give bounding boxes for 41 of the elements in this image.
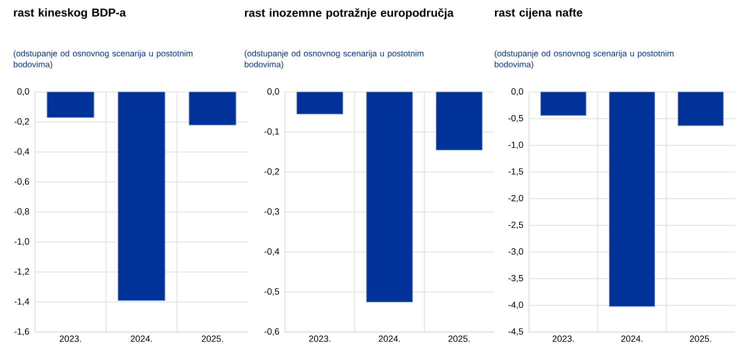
chart-subtitle: (odstupanje od osnovnog scenarija u postotnim bodovima): [14, 50, 192, 70]
y-tick-label: -2,5: [508, 222, 524, 230]
y-tick-label: -1,0: [14, 238, 30, 246]
y-tick-label: 0,0: [511, 88, 524, 96]
x-tick-label: 2023.: [309, 336, 330, 342]
y-tick-label: -0,1: [264, 128, 280, 136]
x-tick-label: 2025.: [448, 336, 470, 342]
y-tick-label: -0,6: [14, 178, 30, 186]
y-tick-label: 0,0: [17, 88, 30, 96]
x-tick-label: 2023.: [60, 336, 81, 342]
y-tick-label: -1,5: [508, 168, 524, 176]
y-tick-label: -0,4: [14, 148, 30, 156]
chart-subtitle: (odstupanje od osnovnog scenarija u postotnim bodovima): [244, 50, 424, 70]
y-tick-label: -0,6: [264, 328, 280, 336]
y-tick-label: 0,0: [267, 88, 280, 96]
y-tick-label: -1,0: [508, 142, 524, 150]
y-tick-label: -0,5: [264, 288, 280, 296]
chart-title: rast cijena nafte: [494, 8, 582, 19]
y-tick-label: -2,0: [508, 194, 524, 202]
x-tick-label: 2024.: [378, 336, 400, 342]
y-tick-label: -0,2: [14, 118, 30, 126]
y-tick-label: -0,3: [264, 208, 280, 216]
y-tick-label: -0,5: [508, 114, 524, 122]
y-tick-label: -3,0: [508, 248, 524, 256]
y-tick-label: -0,8: [14, 208, 30, 216]
x-tick-label: 2023.: [552, 336, 574, 342]
y-tick-label: -0,4: [264, 248, 280, 256]
x-tick-label: 2025.: [690, 336, 712, 342]
x-tick-label: 2024.: [621, 336, 642, 342]
x-tick-label: 2024.: [130, 336, 152, 342]
y-tick-label: -0,2: [264, 168, 280, 176]
y-tick-label: -1,6: [14, 328, 30, 336]
chart-subtitle: (odstupanje od osnovnog scenarija u postotnim bodovima): [494, 50, 674, 70]
y-tick-label: -3,5: [508, 274, 524, 282]
y-tick-label: -4,0: [508, 302, 524, 310]
y-tick-label: -1,4: [14, 298, 30, 306]
chart-title: rast kineskog BDP-a: [14, 8, 126, 19]
chart-title: rast inozemne potražnje europodručja: [244, 8, 454, 20]
y-tick-label: -4,5: [508, 328, 524, 336]
y-tick-label: -1,2: [14, 268, 30, 276]
x-tick-label: 2025.: [202, 336, 223, 342]
